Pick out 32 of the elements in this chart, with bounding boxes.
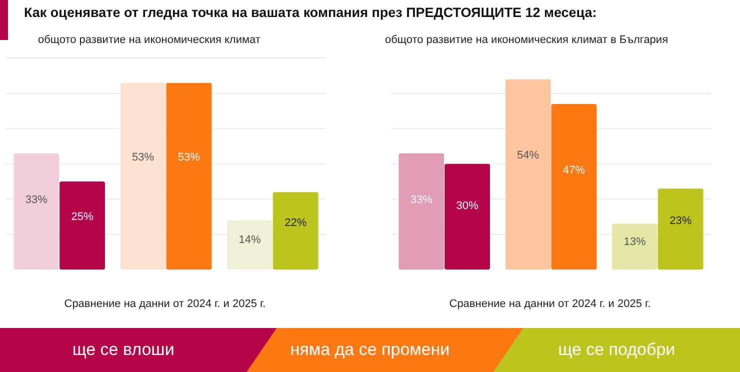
bar: [14, 153, 60, 270]
bar: [612, 224, 658, 270]
x-axis-title: Сравнение на данни от 2024 г. и 2025 г.: [63, 298, 267, 310]
data-label: 54%: [517, 149, 540, 162]
data-label: 23%: [670, 215, 692, 228]
bar: [120, 82, 166, 270]
bar: [505, 79, 551, 270]
bar: [227, 220, 272, 270]
text: няма да се промени: [246, 328, 524, 372]
chart-title: общото развитие на икономическия климат в България: [385, 34, 668, 46]
data-label: 53%: [132, 152, 154, 164]
data-label: 22%: [284, 217, 307, 230]
bar: [398, 153, 444, 270]
chart-title: общото развитие на икономическия климат: [38, 34, 260, 46]
bar: [551, 104, 597, 270]
data-label: 13%: [624, 236, 646, 248]
bar: [658, 188, 704, 270]
bar: [272, 192, 318, 270]
x-axis-title: Сравнение на данни от 2024 г. и 2025 г.: [448, 298, 652, 310]
data-label: 30%: [456, 200, 478, 212]
data-label: 53%: [178, 152, 200, 164]
bar: [444, 164, 490, 270]
data-label: 14%: [238, 234, 261, 246]
bar: [166, 82, 212, 270]
data-label: 33%: [25, 194, 48, 206]
bar: [60, 182, 105, 270]
data-label: 33%: [410, 194, 433, 206]
text: ще се подобри: [493, 328, 740, 372]
data-label: 47%: [562, 164, 586, 176]
text: Как оценявате от гледна точка на вашата компания през ПРЕДСТОЯЩИТЕ 12 месеца:: [24, 5, 597, 20]
data-label: 25%: [71, 210, 94, 223]
text: ще се влоши: [0, 328, 277, 372]
